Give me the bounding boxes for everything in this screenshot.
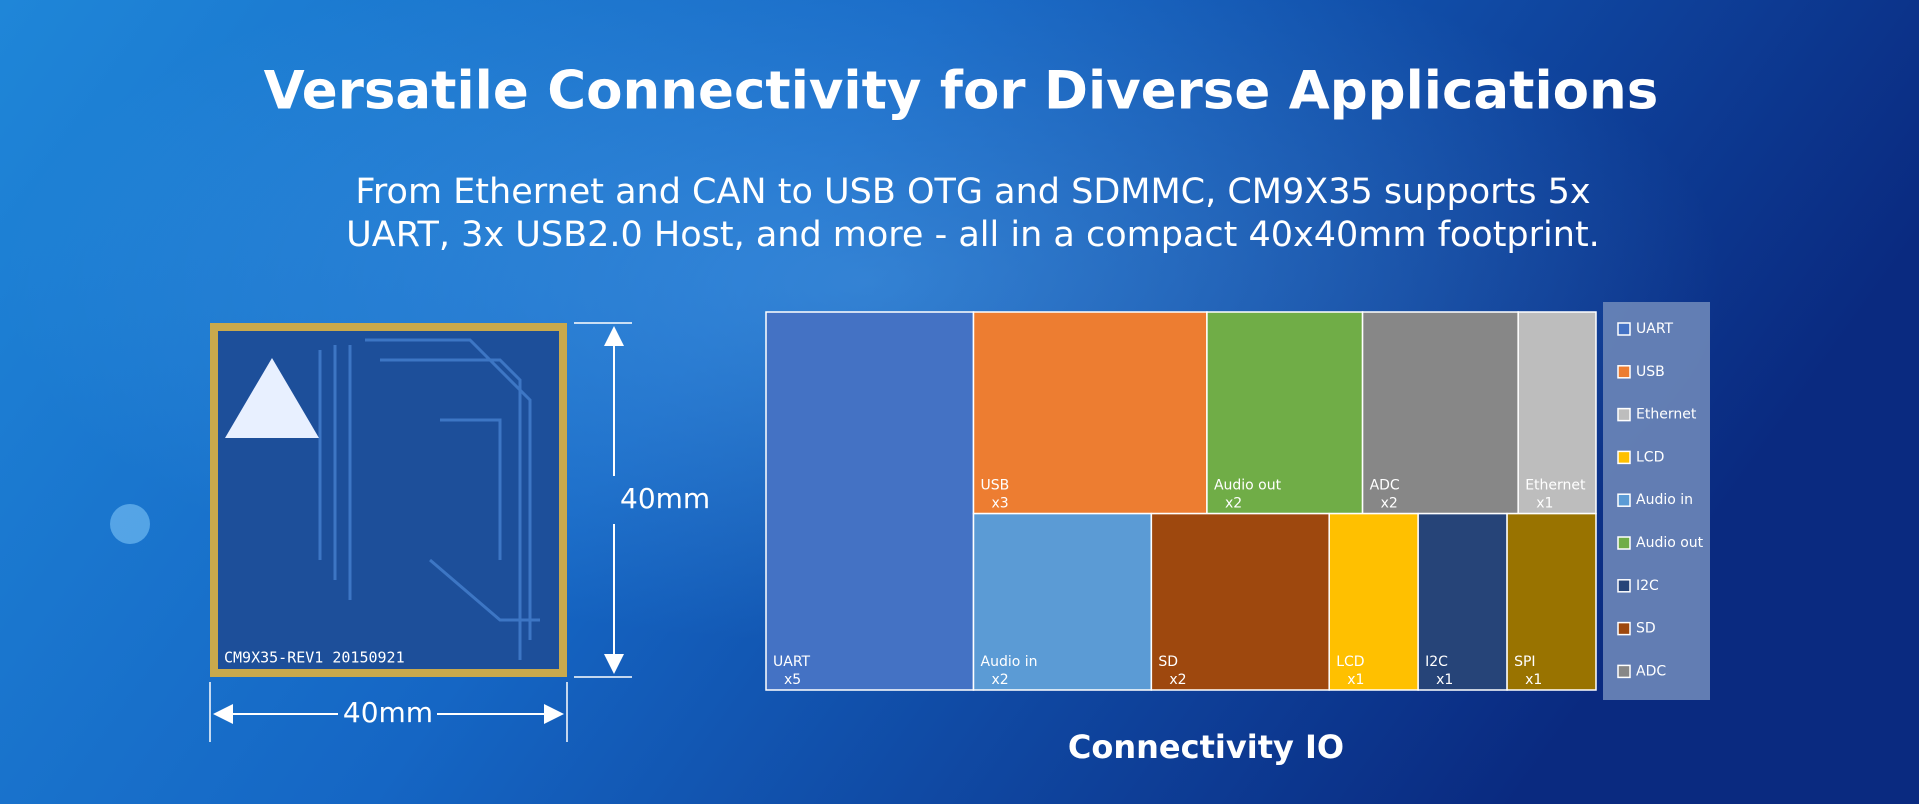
legend-swatch [1617, 664, 1631, 679]
legend-label: I2C [1636, 578, 1659, 594]
treemap-cell [765, 311, 975, 691]
decor [110, 504, 150, 544]
treemap-cell [1506, 512, 1597, 691]
legend-swatch [1617, 621, 1631, 636]
treemap-cell [1517, 311, 1597, 515]
treemap-cell [1417, 512, 1508, 691]
legend-swatch [1617, 365, 1631, 379]
legend-label: SD [1636, 621, 1656, 637]
board-image: CM9X35-REV1 20150921 40mm 40mm [209, 322, 710, 742]
subtitle: UART, 3x USB2.0 Host, and more - all in … [346, 215, 1600, 255]
legend-swatch [1617, 579, 1631, 593]
legend-swatch [1617, 322, 1631, 336]
treemap-cell [1328, 512, 1419, 691]
chart-title: Connectivity IO [1068, 728, 1344, 766]
legend-label: Ethernet [1636, 407, 1697, 423]
cell-label: UART [773, 654, 811, 670]
cell-value: x2 [1381, 496, 1398, 512]
cell-value: x2 [1225, 496, 1242, 512]
cell-value: x1 [1347, 672, 1364, 688]
cell-label: ADC [1370, 478, 1400, 494]
cell-label: I2C [1425, 654, 1448, 670]
cell-label: Ethernet [1525, 478, 1586, 494]
cell-label: Audio out [1214, 478, 1282, 494]
title: Versatile Connectivity for Diverse Appli… [264, 61, 1659, 122]
legend-swatch [1617, 450, 1631, 465]
cell-value: x1 [1436, 672, 1453, 688]
cell-value: x5 [784, 672, 801, 688]
legend-label: UART [1636, 321, 1674, 337]
cell-value: x2 [1169, 672, 1186, 688]
legend-label: Audio out [1636, 535, 1704, 551]
subtitle: From Ethernet and CAN to USB OTG and SDM… [355, 172, 1590, 212]
legend-swatch [1617, 493, 1631, 507]
legend-label: USB [1636, 364, 1665, 380]
legend-label: Audio in [1636, 492, 1693, 508]
cell-label: SD [1158, 654, 1178, 670]
height-label: 40mm [620, 482, 710, 515]
treemap-cell [972, 512, 1153, 691]
cell-value: x1 [1525, 672, 1542, 688]
cell-value: x2 [992, 672, 1009, 688]
legend-swatch [1617, 407, 1631, 422]
traces [318, 338, 540, 660]
legend-swatch [1617, 536, 1631, 550]
cell-label: USB [981, 478, 1010, 494]
treemap-cell [972, 311, 1208, 515]
cell-value: x1 [1536, 496, 1553, 512]
cell-value: x3 [992, 496, 1009, 512]
treemap-cell [1206, 311, 1364, 515]
cell-label: LCD [1336, 654, 1364, 670]
cell-label: SPI [1514, 654, 1535, 670]
width-label: 40mm [343, 696, 433, 729]
treemap-cell [1150, 512, 1330, 691]
esd-symbol [225, 358, 319, 438]
legend-label: LCD [1636, 449, 1664, 465]
board-label: CM9X35-REV1 20150921 [224, 649, 405, 667]
cell-label: Audio in [981, 654, 1038, 670]
legend-label: ADC [1636, 663, 1666, 679]
